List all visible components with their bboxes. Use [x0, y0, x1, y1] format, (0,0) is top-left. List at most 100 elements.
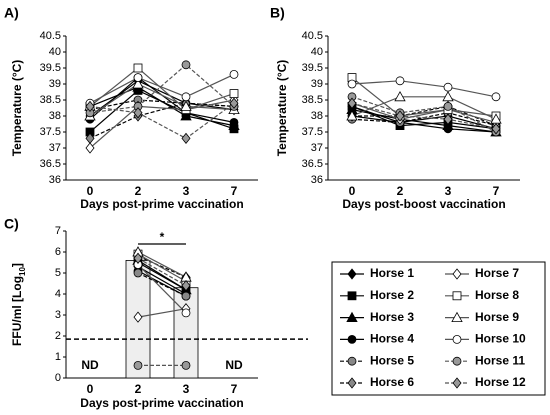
- series-line: [351, 96, 497, 120]
- legend-label: Horse 11: [475, 353, 525, 367]
- marker: [85, 142, 95, 154]
- annotation: ND: [225, 358, 243, 372]
- legend-marker: [452, 377, 462, 389]
- y-tick-label: 40: [311, 46, 323, 58]
- legend-marker: [346, 311, 358, 323]
- marker: [491, 92, 501, 102]
- marker: [229, 89, 239, 98]
- y-tick-label: 36.5: [40, 158, 61, 170]
- series-line: [89, 67, 235, 111]
- y-tick-label: 38: [49, 110, 61, 122]
- series-line: [89, 102, 235, 140]
- y-axis-label-end: ]: [10, 263, 24, 267]
- marker: [181, 92, 191, 102]
- legend-label: Horse 12: [475, 375, 526, 389]
- series-line: [89, 83, 235, 117]
- legend-marker: [452, 268, 462, 280]
- marker: [133, 63, 143, 73]
- y-tick-label: 39.5: [302, 62, 323, 74]
- y-tick-label: 1: [55, 351, 61, 363]
- series-line: [351, 109, 497, 133]
- annotation: ND: [81, 358, 99, 372]
- legend-label: Horse 8: [475, 288, 519, 302]
- y-tick-label: 40: [49, 46, 61, 58]
- marker: [491, 123, 501, 135]
- y-tick-label: 5: [55, 267, 61, 279]
- marker: [133, 107, 143, 119]
- marker: [229, 118, 239, 127]
- legend-label: Horse 2: [370, 288, 414, 302]
- marker: [395, 76, 405, 86]
- series-line: [137, 272, 187, 297]
- series-line: [137, 266, 187, 295]
- series-line: [137, 257, 187, 287]
- marker: [229, 97, 239, 109]
- marker: [346, 110, 358, 121]
- series-line: [137, 251, 187, 278]
- marker: [181, 360, 191, 370]
- legend-label: Horse 7: [475, 266, 519, 280]
- x-tick-label: 2: [397, 184, 404, 198]
- y-tick-label: 38: [311, 110, 323, 122]
- series-line: [89, 99, 235, 149]
- marker: [347, 97, 357, 109]
- y-axis-label: Temperature (°C): [275, 60, 289, 157]
- marker: [133, 311, 143, 323]
- x-axis-label: Days post-boost vaccination: [342, 197, 505, 211]
- series-line: [351, 115, 497, 133]
- marker: [181, 279, 191, 292]
- marker: [181, 291, 191, 301]
- legend-label: Horse 10: [475, 332, 526, 346]
- x-axis-label: Days post-prime vaccination: [80, 197, 243, 211]
- legend-marker: [452, 334, 462, 344]
- marker: [443, 102, 453, 111]
- legend-label: Horse 3: [370, 310, 414, 324]
- marker: [347, 79, 357, 89]
- y-tick-label: 38.5: [302, 94, 323, 106]
- legend-marker: [452, 356, 462, 366]
- marker: [181, 308, 191, 318]
- legend-label: Horse 6: [370, 375, 414, 389]
- x-tick-label: 0: [349, 184, 356, 198]
- y-tick-label: 6: [55, 246, 61, 258]
- series-line: [137, 259, 187, 291]
- y-tick-label: 40.5: [302, 30, 323, 42]
- marker: [443, 124, 453, 134]
- marker: [133, 268, 143, 278]
- x-axis-label: Days post-prime vaccination: [80, 396, 243, 410]
- marker: [442, 90, 454, 102]
- series-line: [351, 102, 497, 130]
- marker: [133, 73, 143, 82]
- y-tick-label: 36: [49, 174, 61, 186]
- series-line: [137, 253, 187, 282]
- y-tick-label: 4: [55, 288, 61, 300]
- marker: [132, 78, 144, 89]
- legend-marker: [347, 356, 357, 366]
- legend-marker: [347, 377, 357, 389]
- series-line: [351, 96, 497, 133]
- series-line: [137, 264, 187, 314]
- marker: [180, 100, 192, 111]
- marker: [443, 113, 453, 125]
- legend-label: Horse 9: [475, 310, 519, 324]
- panel-label: A): [4, 5, 19, 21]
- series-line: [137, 255, 187, 278]
- y-tick-label: 7: [55, 225, 61, 237]
- legend-label: Horse 1: [370, 266, 414, 280]
- y-tick-label: 3: [55, 309, 61, 321]
- marker: [395, 110, 405, 122]
- y-tick-label: 37.5: [40, 126, 61, 138]
- x-tick-label: 7: [493, 184, 500, 198]
- y-tick-label: 39.5: [40, 62, 61, 74]
- legend-label: Horse 4: [370, 332, 414, 346]
- x-tick-label: 3: [183, 382, 190, 396]
- marker: [394, 90, 406, 102]
- significance-label: *: [160, 230, 165, 244]
- series-line: [89, 73, 235, 104]
- y-tick-label: 2: [55, 330, 61, 342]
- marker: [133, 252, 143, 264]
- marker: [229, 70, 239, 79]
- y-tick-label: 39: [49, 78, 61, 90]
- y-tick-label: 38.5: [40, 94, 61, 106]
- y-tick-label: 40.5: [40, 30, 61, 42]
